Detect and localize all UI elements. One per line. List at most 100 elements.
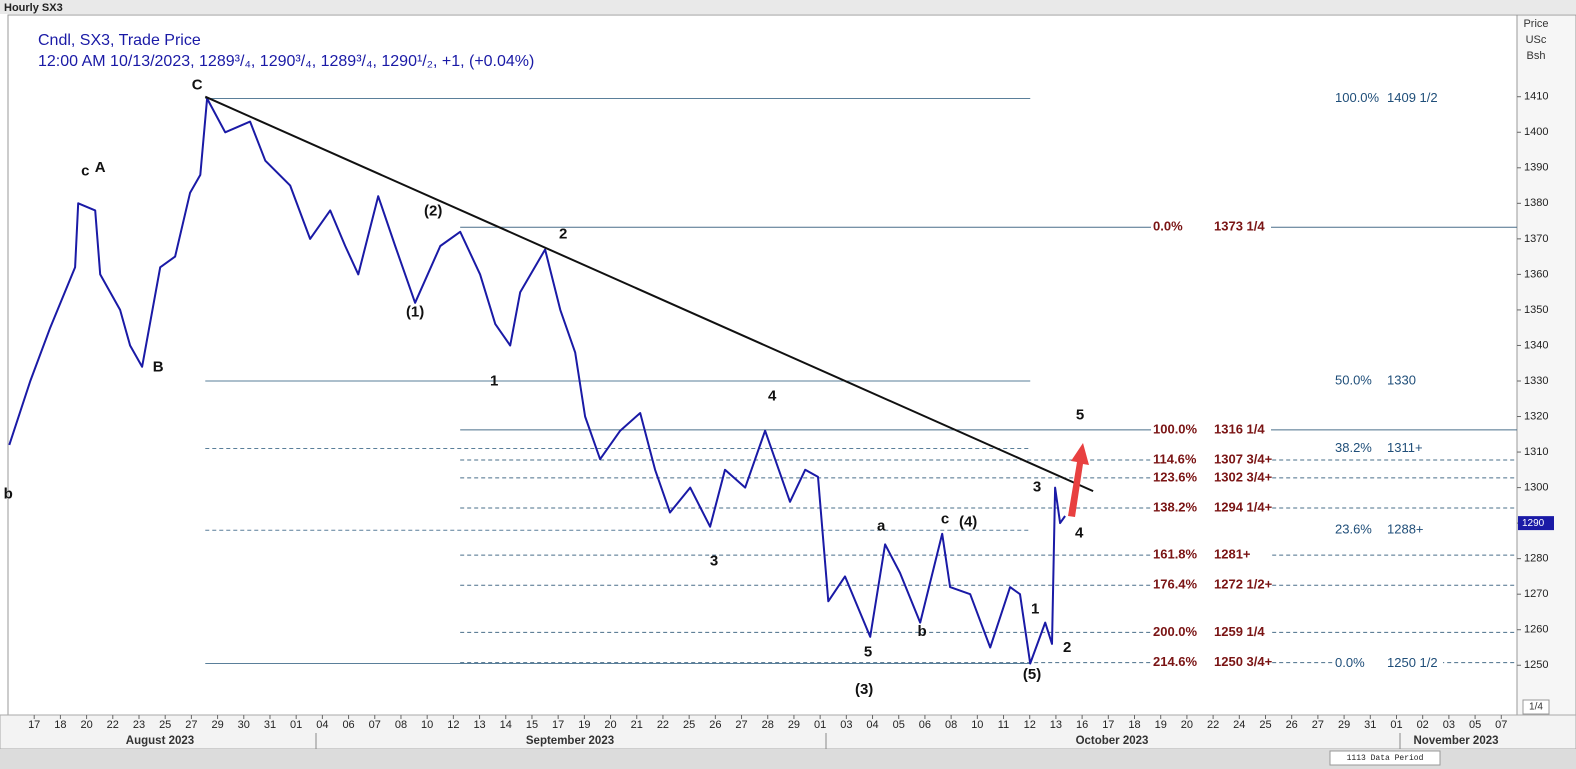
legend-line: 12:00 AM 10/13/2023, 1289³/₄, 1290³/₄, 1… bbox=[38, 53, 534, 70]
wave-label: a bbox=[877, 517, 886, 534]
x-tick-label: 16 bbox=[1076, 719, 1088, 731]
x-tick-label: 10 bbox=[421, 719, 433, 731]
legend-line: Cndl, SX3, Trade Price bbox=[38, 32, 201, 49]
date-axis bbox=[0, 714, 1576, 750]
fib-label-bg bbox=[1333, 655, 1443, 672]
x-tick-label: 22 bbox=[107, 719, 119, 731]
x-tick-label: 13 bbox=[1050, 719, 1062, 731]
x-tick-label: 29 bbox=[1338, 719, 1350, 731]
fib-label-bg bbox=[1151, 577, 1271, 594]
wave-label: A bbox=[95, 159, 106, 176]
wave-label: 5 bbox=[1076, 406, 1084, 423]
wave-label: (1) bbox=[406, 303, 424, 320]
x-tick-label: 01 bbox=[1390, 719, 1402, 731]
x-tick-label: 04 bbox=[316, 719, 328, 731]
x-tick-label: 17 bbox=[28, 719, 40, 731]
footer: 1113 Data Period bbox=[1347, 754, 1424, 763]
status-bar bbox=[0, 749, 1576, 769]
wave-label: 2 bbox=[559, 226, 567, 243]
fib-price: 1281+ bbox=[1214, 547, 1251, 562]
x-tick-label: 10 bbox=[971, 719, 983, 731]
fib-label-bg bbox=[1151, 421, 1271, 438]
x-tick-label: 11 bbox=[998, 719, 1009, 731]
fib-price: 1311+ bbox=[1387, 440, 1423, 455]
fib-pct: 50.0% bbox=[1335, 372, 1372, 387]
x-tick-label: 25 bbox=[683, 719, 695, 731]
x-tick-label: 07 bbox=[369, 719, 381, 731]
fib-pct: 214.6% bbox=[1153, 654, 1198, 669]
fib-label-bg bbox=[1333, 90, 1443, 107]
axis-title: USc bbox=[1526, 34, 1547, 46]
month-label: September 2023 bbox=[526, 735, 614, 747]
fib-pct: 114.6% bbox=[1153, 451, 1197, 466]
x-tick-label: 24 bbox=[1233, 719, 1245, 731]
plot-area bbox=[7, 14, 1518, 716]
x-tick-label: 20 bbox=[1181, 719, 1193, 731]
fib-price: 1294 1/4+ bbox=[1214, 499, 1273, 514]
wave-label: 4 bbox=[1075, 524, 1084, 541]
fib-price: 1250 1/2 bbox=[1387, 655, 1438, 670]
y-tick-label: 1270 bbox=[1524, 588, 1548, 600]
y-tick-label: 1310 bbox=[1524, 446, 1548, 458]
fib-price: 1316 1/4 bbox=[1214, 421, 1265, 436]
x-tick-label: 06 bbox=[919, 719, 931, 731]
x-tick-label: 13 bbox=[473, 719, 485, 731]
x-tick-label: 22 bbox=[1207, 719, 1219, 731]
marks: 1250126012701280129013001310132013301340… bbox=[4, 77, 1554, 731]
fib-label-bg bbox=[1151, 452, 1271, 469]
x-tick-label: 01 bbox=[290, 719, 302, 731]
wave-label: 1 bbox=[490, 372, 498, 389]
fib-price: 1302 3/4+ bbox=[1214, 469, 1273, 484]
x-tick-label: 04 bbox=[866, 719, 878, 731]
x-tick-label: 23 bbox=[133, 719, 145, 731]
y-tick-label: 1320 bbox=[1524, 410, 1548, 422]
x-tick-label: 31 bbox=[1364, 719, 1376, 731]
y-tick-label: 1330 bbox=[1524, 375, 1548, 387]
fib-price: 1259 1/4 bbox=[1214, 624, 1265, 639]
wave-label: 2 bbox=[1063, 639, 1071, 656]
y-tick-label: 1370 bbox=[1524, 233, 1548, 245]
x-tick-label: 29 bbox=[211, 719, 223, 731]
x-tick-label: 01 bbox=[814, 719, 826, 731]
x-tick-label: 07 bbox=[1495, 719, 1507, 731]
fib-label-bg bbox=[1151, 624, 1271, 641]
wave-label: B bbox=[153, 358, 164, 375]
x-tick-label: 02 bbox=[1417, 719, 1429, 731]
x-tick-label: 25 bbox=[159, 719, 171, 731]
fib-pct: 200.0% bbox=[1153, 624, 1198, 639]
page-box bbox=[1522, 699, 1550, 715]
x-tick-label: 27 bbox=[185, 719, 197, 731]
fib-pct: 0.0% bbox=[1335, 655, 1365, 670]
x-tick-label: 25 bbox=[1259, 719, 1271, 731]
fib-label-bg bbox=[1333, 522, 1443, 539]
axis-title: Bsh bbox=[1527, 50, 1546, 62]
axis-title: Price bbox=[1523, 18, 1548, 30]
y-tick-label: 1350 bbox=[1524, 304, 1548, 316]
wave-label: 4 bbox=[768, 388, 777, 405]
fib-price: 1250 3/4+ bbox=[1214, 654, 1273, 669]
fib-label-bg bbox=[1151, 547, 1271, 564]
y-tick-label: 1260 bbox=[1524, 624, 1548, 636]
trendline bbox=[204, 95, 1094, 493]
fib-label-bg bbox=[1151, 654, 1271, 671]
fib-label-bg bbox=[1333, 372, 1443, 389]
x-tick-label: 26 bbox=[709, 719, 721, 731]
x-tick-label: 19 bbox=[1155, 719, 1167, 731]
month-label: August 2023 bbox=[126, 735, 194, 747]
x-tick-label: 30 bbox=[238, 719, 250, 731]
fib-pct: 138.2% bbox=[1153, 499, 1198, 514]
fib-pct: 0.0% bbox=[1153, 219, 1183, 234]
x-tick-label: 19 bbox=[578, 719, 590, 731]
x-tick-label: 27 bbox=[735, 719, 747, 731]
y-tick-label: 1340 bbox=[1524, 339, 1548, 351]
x-tick-label: 05 bbox=[1469, 719, 1481, 731]
fib-label-bg bbox=[1333, 440, 1443, 457]
wave-label: (3) bbox=[855, 681, 873, 698]
price-line bbox=[8, 97, 1066, 665]
up-arrow bbox=[1068, 443, 1089, 517]
wave-label: c bbox=[941, 511, 949, 528]
window-title: Hourly SX3 bbox=[4, 2, 63, 14]
title-bar bbox=[0, 0, 1576, 14]
fib-pct: 100.0% bbox=[1153, 421, 1198, 436]
x-tick-label: 06 bbox=[342, 719, 354, 731]
